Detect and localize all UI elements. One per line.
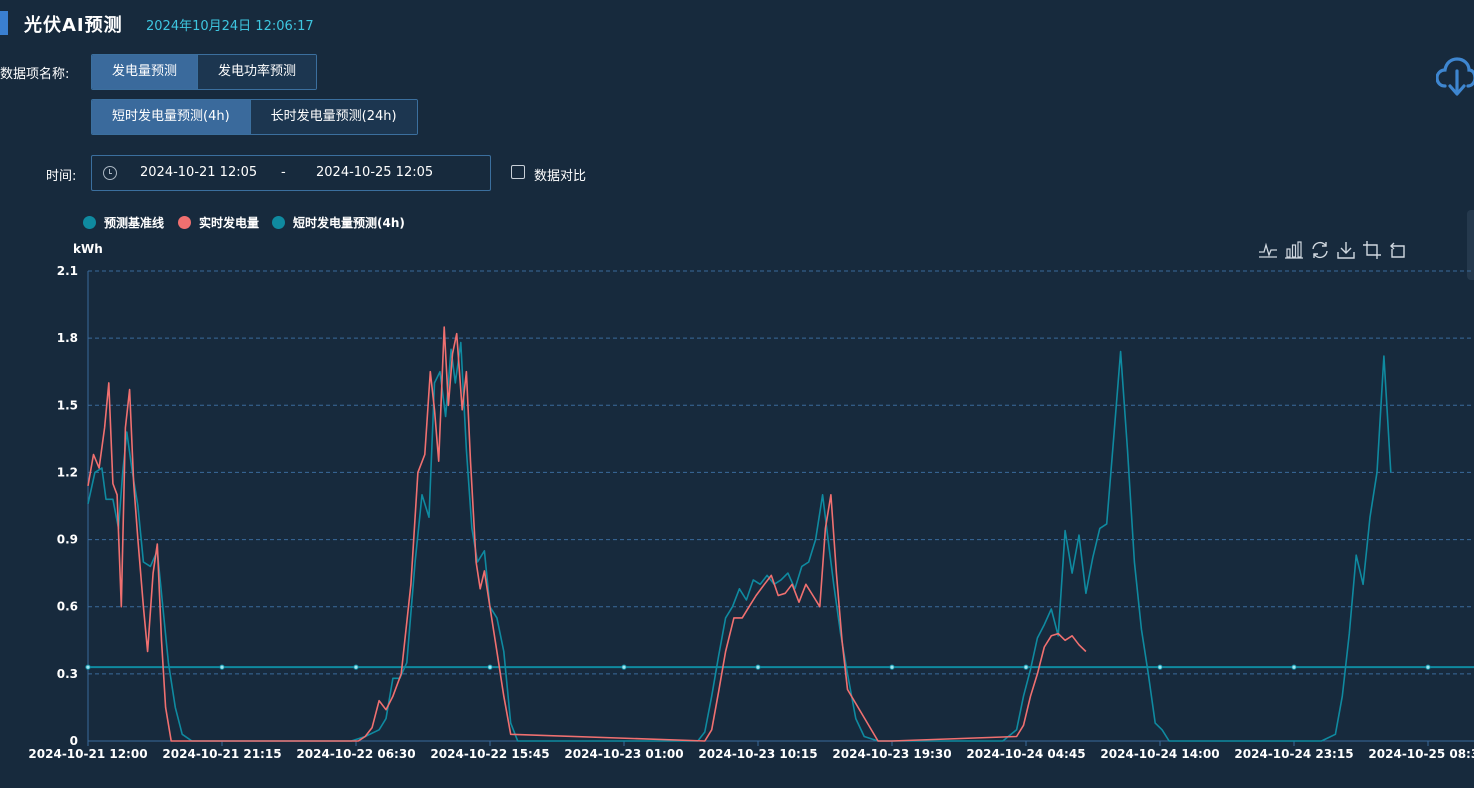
x-tick-label: 2024-10-23 01:00 [564, 747, 683, 761]
y-tick-label: 1.5 [57, 398, 78, 412]
baseline-point [1425, 664, 1431, 670]
tab-long-term-forecast[interactable]: 长时发电量预测(24h) [249, 100, 417, 134]
cloud-download-icon[interactable] [1435, 54, 1474, 102]
y-tick-label: 2.1 [57, 264, 78, 278]
compare-label[interactable]: 数据对比 [534, 169, 587, 184]
y-tick-label: 0.3 [57, 667, 78, 681]
x-tick-label: 2024-10-24 14:00 [1100, 747, 1219, 761]
baseline-point [621, 664, 627, 670]
legend-actual[interactable]: 实时发电量 [178, 214, 259, 231]
legend-baseline-label: 预测基准线 [104, 216, 165, 230]
legend-short-forecast-label: 短时发电量预测(4h) [293, 216, 405, 230]
legend-baseline[interactable]: 预测基准线 [83, 214, 164, 231]
baseline-point [1157, 664, 1163, 670]
restore-icon[interactable] [1310, 240, 1330, 260]
x-tick-label: 2024-10-23 19:30 [832, 747, 951, 761]
date-range-picker[interactable]: 2024-10-21 12:05 - 2024-10-25 12:05 [91, 155, 491, 191]
baseline-point [487, 664, 493, 670]
y-axis-unit: kWh [73, 242, 103, 256]
y-tick-label: 0.9 [57, 533, 78, 547]
x-tick-label: 2024-10-21 21:15 [162, 747, 281, 761]
line-icon[interactable] [1258, 240, 1278, 260]
y-tick-label: 0 [70, 734, 78, 748]
side-scroll-tab[interactable] [1467, 210, 1474, 280]
data-item-tabs: 发电量预测 发电功率预测 [91, 54, 318, 90]
x-tick-label: 2024-10-22 15:45 [430, 747, 549, 761]
baseline-point [889, 664, 895, 670]
compare-checkbox[interactable] [511, 165, 525, 179]
time-label: 时间: [46, 169, 77, 184]
tab-energy-forecast[interactable]: 发电量预测 [92, 55, 198, 89]
baseline-point [85, 664, 91, 670]
legend-short-forecast[interactable]: 短时发电量预测(4h) [272, 214, 405, 231]
legend-baseline-swatch [83, 216, 96, 229]
y-tick-label: 1.8 [57, 331, 78, 345]
baseline-point [219, 664, 225, 670]
page-title: 光伏AI预测 [24, 15, 123, 36]
tab-short-term-forecast[interactable]: 短时发电量预测(4h) [92, 100, 250, 134]
zoom-back-icon[interactable] [1388, 240, 1408, 260]
baseline-point [353, 664, 359, 670]
legend-short-forecast-swatch [272, 216, 285, 229]
tab-power-forecast[interactable]: 发电功率预测 [197, 55, 317, 89]
legend-actual-swatch [178, 216, 191, 229]
x-tick-label: 2024-10-21 12:00 [28, 747, 147, 761]
data-item-label: 数据项名称: [0, 67, 70, 82]
x-tick-label: 2024-10-25 08:30 [1368, 747, 1474, 761]
legend-actual-label: 实时发电量 [199, 216, 260, 230]
x-tick-label: 2024-10-24 23:15 [1234, 747, 1353, 761]
chart-grid [87, 270, 1474, 742]
end-date-input[interactable]: 2024-10-25 12:05 [316, 165, 434, 180]
x-tick-label: 2024-10-22 06:30 [296, 747, 415, 761]
x-axis-ticks: 2024-10-21 12:00 2024-10-21 21:15 2024-10-… [28, 741, 1474, 761]
current-datetime: 2024年10月24日 12:06:17 [146, 19, 314, 34]
y-tick-label: 0.6 [57, 600, 78, 614]
date-separator: - [281, 165, 286, 180]
short-forecast-series-line [87, 341, 1392, 742]
bar-icon[interactable] [1284, 240, 1304, 260]
x-tick-label: 2024-10-24 04:45 [966, 747, 1085, 761]
y-axis-ticks: 0 0.3 0.6 0.9 1.2 1.5 1.8 2.1 [57, 264, 78, 748]
baseline-point [1291, 664, 1297, 670]
chart-series [85, 326, 1474, 742]
baseline-point [755, 664, 761, 670]
actual-series-line [87, 326, 1087, 742]
zoom-icon[interactable] [1362, 240, 1382, 260]
clock-icon [103, 166, 117, 180]
title-accent-bar [0, 11, 8, 35]
start-date-input[interactable]: 2024-10-21 12:05 [140, 165, 258, 180]
x-tick-label: 2024-10-23 10:15 [698, 747, 817, 761]
horizon-tabs: 短时发电量预测(4h) 长时发电量预测(24h) [91, 99, 418, 135]
chart-toolbox [1258, 240, 1408, 260]
save-image-icon[interactable] [1336, 240, 1356, 260]
y-tick-label: 1.2 [57, 465, 78, 479]
baseline-point [1023, 664, 1029, 670]
